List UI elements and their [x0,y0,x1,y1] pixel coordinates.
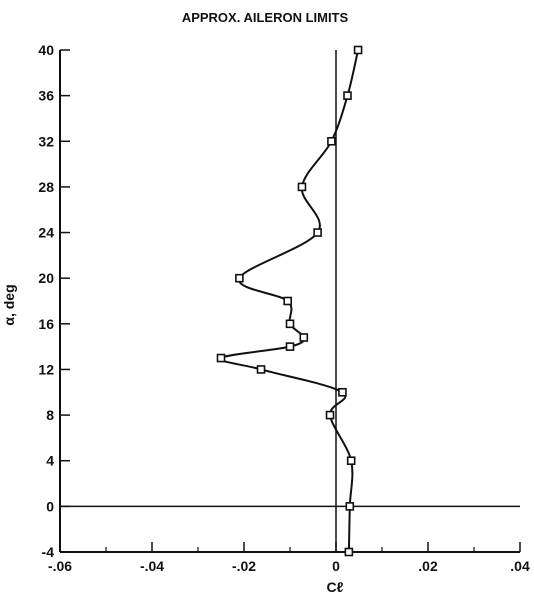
y-tick-label: 12 [38,361,54,377]
data-point [346,456,356,466]
y-tick-label: 32 [38,133,54,149]
data-point [344,547,354,557]
data-point [216,353,226,363]
y-tick-label: 24 [38,225,54,241]
x-tick-label: -.04 [140,558,164,574]
data-point [353,45,363,55]
data-point [345,502,355,511]
y-tick-label: 36 [38,88,54,104]
y-tick-label: 0 [46,498,54,514]
data-point [313,228,322,237]
y-tick-label: 16 [38,316,54,332]
x-tick-label: .02 [418,558,438,574]
data-point [343,91,352,100]
data-point [299,333,309,342]
data-point [285,342,295,351]
data-point [297,182,307,192]
data-point [338,387,347,397]
data-point [327,136,336,146]
x-tick-label: -.06 [48,558,72,574]
y-tick-label: 40 [38,42,54,58]
data-point [283,296,293,306]
y-tick-label: 8 [46,407,54,423]
x-tick-label: .04 [510,558,530,574]
x-tick-label: -.02 [232,558,256,574]
y-axis-label: α, deg [1,284,17,325]
x-axis-ticks: -.06 -.04 -.02 0 .02 .04 [48,542,530,574]
data-point [256,365,266,374]
data-point [235,273,244,283]
axes [59,50,520,553]
x-tick-label: 0 [332,558,340,574]
data-point [285,319,295,329]
y-tick-label: -4 [42,544,55,560]
series-markers [216,45,363,557]
y-axis-ticks: -4 0 4 8 12 16 20 24 28 32 36 40 [38,42,70,560]
y-tick-label: 28 [38,179,54,195]
x-axis-label: Cℓ [327,579,344,595]
chart-title: APPROX. AILERON LIMITS [182,10,349,25]
data-point [325,410,335,420]
y-tick-label: 20 [38,270,54,286]
y-tick-label: 4 [46,453,54,469]
